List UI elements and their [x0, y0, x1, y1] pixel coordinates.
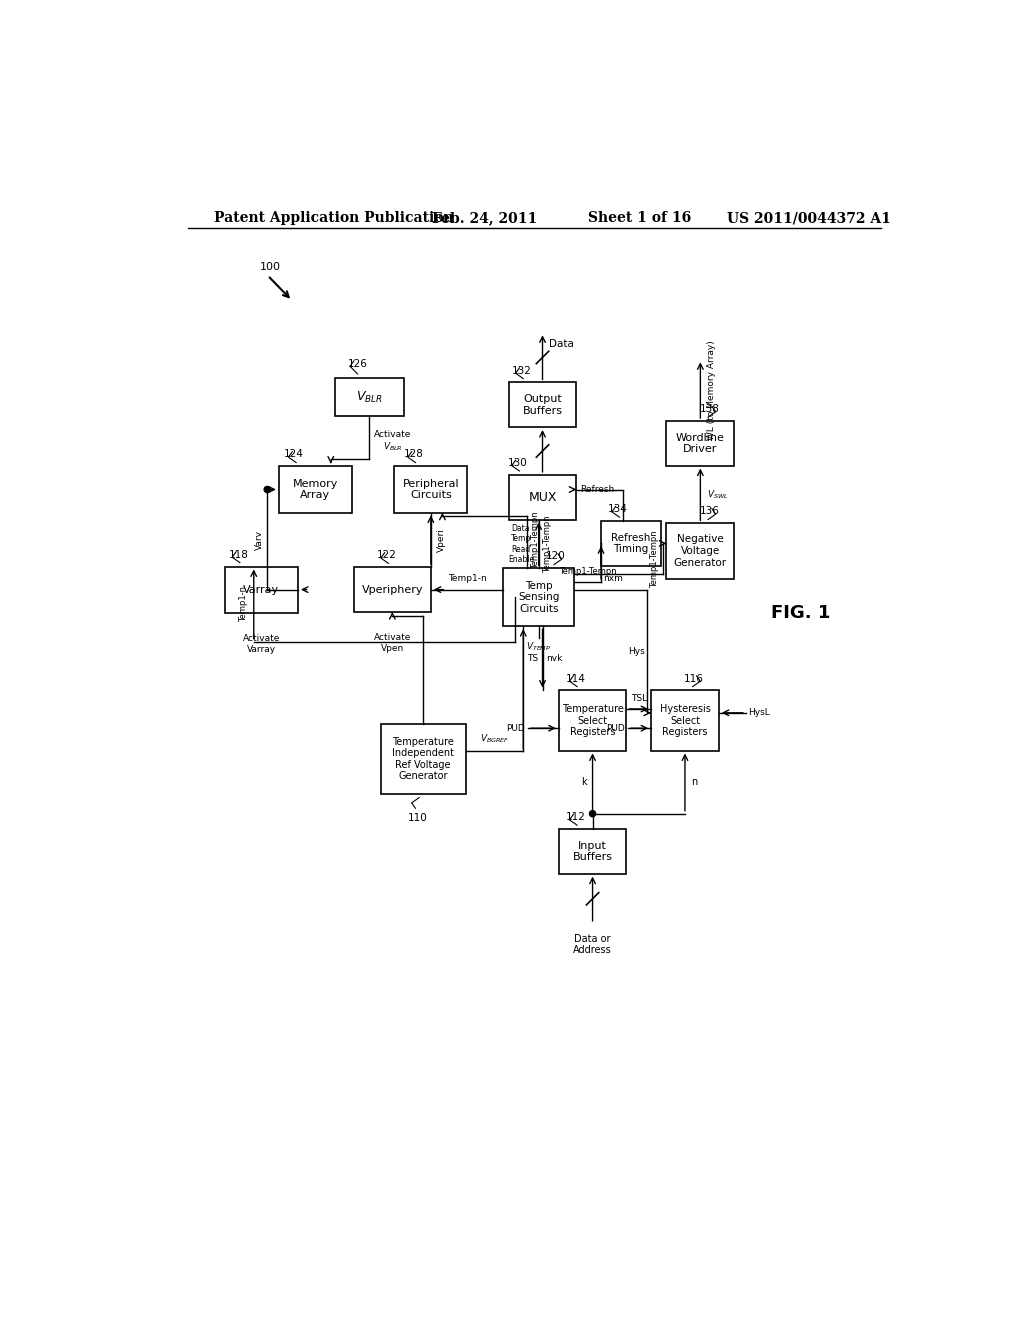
Text: 132: 132	[512, 366, 531, 375]
Text: 124: 124	[284, 449, 304, 459]
Text: Negative
Voltage
Generator: Negative Voltage Generator	[674, 535, 727, 568]
Circle shape	[590, 810, 596, 817]
Text: 100: 100	[260, 263, 281, 272]
Text: 116: 116	[684, 673, 705, 684]
Text: Varray: Varray	[244, 585, 280, 594]
Text: Temp1-Tempn: Temp1-Tempn	[559, 566, 616, 576]
Text: Refresh
Timing: Refresh Timing	[611, 532, 650, 554]
Bar	[354, 568, 431, 612]
Text: 128: 128	[404, 449, 424, 459]
Text: $V_{BLR}$: $V_{BLR}$	[356, 389, 383, 405]
Bar	[509, 383, 577, 428]
Text: k: k	[581, 777, 587, 787]
Text: 118: 118	[228, 549, 248, 560]
Text: 112: 112	[565, 812, 586, 822]
Text: 120: 120	[546, 552, 565, 561]
Text: Activate
Varray: Activate Varray	[243, 635, 281, 653]
Text: Patent Application Publication: Patent Application Publication	[214, 211, 454, 226]
Text: Memory
Array: Memory Array	[293, 479, 338, 500]
Text: $V_{BGREF}$: $V_{BGREF}$	[479, 733, 509, 744]
Text: Data
Temp
Read
Enable: Data Temp Read Enable	[508, 524, 535, 564]
Text: nvk: nvk	[547, 653, 563, 663]
Text: Vperi: Vperi	[437, 528, 446, 552]
Text: US 2011/0044372 A1: US 2011/0044372 A1	[727, 211, 891, 226]
Text: Data: Data	[549, 339, 573, 348]
Text: Vperiphery: Vperiphery	[361, 585, 423, 594]
Text: Temp1-Tempn: Temp1-Tempn	[544, 515, 552, 573]
Text: Temp1-Tempn: Temp1-Tempn	[650, 531, 658, 587]
Bar	[335, 378, 403, 416]
Text: Activate
$V_{BLR}$: Activate $V_{BLR}$	[374, 430, 412, 453]
Text: 114: 114	[565, 673, 586, 684]
Text: Hysteresis
Select
Registers: Hysteresis Select Registers	[659, 704, 711, 737]
Bar	[509, 475, 577, 520]
Text: 136: 136	[699, 507, 720, 516]
Text: Temp1-n: Temp1-n	[447, 574, 486, 583]
Text: Temp1-n: Temp1-n	[239, 586, 248, 622]
Bar	[503, 569, 574, 626]
Text: Data or
Address: Data or Address	[573, 933, 612, 956]
Text: Activate
Vpen: Activate Vpen	[374, 634, 411, 653]
Text: 130: 130	[508, 458, 527, 467]
Circle shape	[264, 486, 270, 492]
Bar	[559, 829, 627, 874]
Bar	[279, 466, 352, 512]
Text: PUD: PUD	[606, 723, 625, 733]
Text: Output
Buffers: Output Buffers	[522, 393, 562, 416]
Text: Temp
Sensing
Circuits: Temp Sensing Circuits	[518, 581, 559, 614]
Text: Refresh: Refresh	[581, 484, 614, 494]
Bar	[225, 566, 298, 612]
Bar	[667, 421, 734, 466]
Text: 134: 134	[608, 504, 628, 513]
Bar	[667, 524, 734, 578]
Text: Input
Buffers: Input Buffers	[572, 841, 612, 862]
Text: PUD: PUD	[506, 723, 524, 733]
Bar	[559, 690, 627, 751]
Text: $V_{TEMP}$: $V_{TEMP}$	[526, 640, 551, 652]
Text: Hys: Hys	[628, 647, 645, 656]
Text: TS: TS	[527, 653, 539, 663]
Text: Peripheral
Circuits: Peripheral Circuits	[402, 479, 459, 500]
Text: 126: 126	[348, 359, 368, 368]
Text: 122: 122	[377, 550, 397, 560]
Text: Wordline
Driver: Wordline Driver	[676, 433, 725, 454]
Text: $V_{SWL}$: $V_{SWL}$	[707, 488, 728, 500]
Bar	[381, 725, 466, 793]
Bar	[394, 466, 467, 512]
Text: 138: 138	[699, 404, 720, 414]
Text: Temp1-Tempn: Temp1-Tempn	[531, 512, 540, 569]
Text: Feb. 24, 2011: Feb. 24, 2011	[432, 211, 538, 226]
Text: nxm: nxm	[603, 574, 623, 583]
Text: Temperature
Independent
Ref Voltage
Generator: Temperature Independent Ref Voltage Gene…	[392, 737, 455, 781]
Text: TSL: TSL	[631, 694, 647, 702]
Text: WL (to Memory Array): WL (to Memory Array)	[707, 341, 716, 440]
Bar	[601, 521, 662, 566]
Text: MUX: MUX	[528, 491, 557, 504]
Bar	[651, 690, 719, 751]
Text: Sheet 1 of 16: Sheet 1 of 16	[588, 211, 691, 226]
Text: Varv: Varv	[255, 529, 264, 549]
Text: 110: 110	[408, 813, 428, 822]
Text: Temperature
Select
Registers: Temperature Select Registers	[561, 704, 624, 737]
Text: FIG. 1: FIG. 1	[771, 603, 830, 622]
Text: HysL: HysL	[749, 709, 770, 717]
Text: n: n	[691, 777, 697, 787]
